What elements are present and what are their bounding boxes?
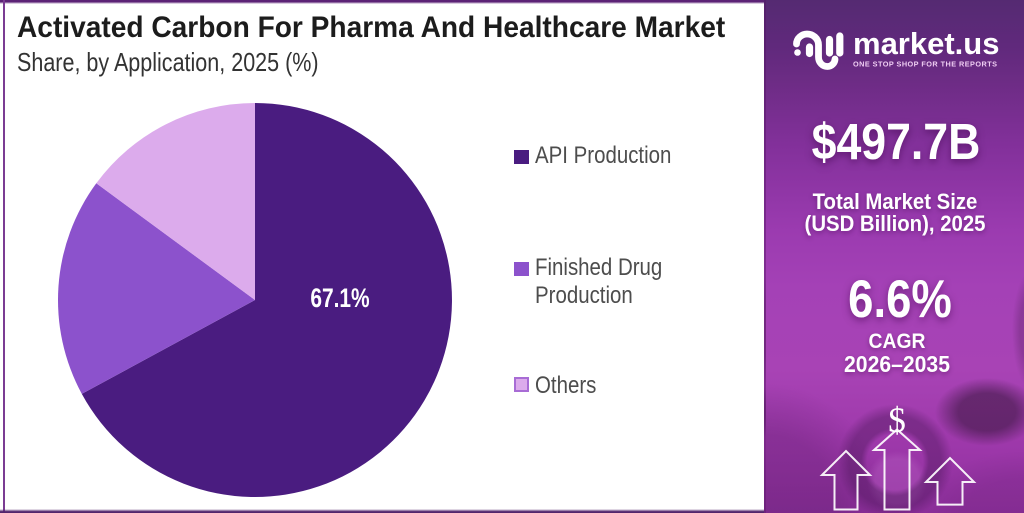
svg-text:market.us: market.us [853, 26, 999, 61]
svg-text:$: $ [888, 400, 906, 440]
svg-text:ONE STOP SHOP FOR THE REPORTS: ONE STOP SHOP FOR THE REPORTS [853, 60, 997, 69]
